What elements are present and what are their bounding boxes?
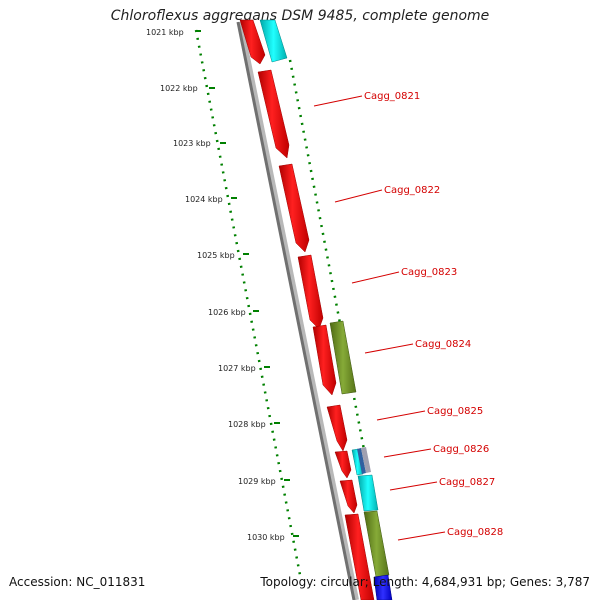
cds-cagg-0821[interactable]: [257, 69, 290, 159]
kbp-tick: [293, 535, 299, 537]
cds-cagg-0824-red[interactable]: [312, 324, 337, 396]
kbp-tick: [274, 422, 280, 424]
gene-labels: Cagg_0821 Cagg_0822 Cagg_0823 Cagg_0824 …: [313, 91, 503, 541]
kbp-label: 1022 kbp: [160, 84, 198, 93]
cds-cagg-0826-category-blue[interactable]: [357, 448, 366, 474]
cds-cagg-0826-category-grey[interactable]: [361, 447, 371, 473]
cds-cagg-0820-category[interactable]: [259, 19, 288, 63]
gene-label[interactable]: Cagg_0826: [433, 444, 489, 455]
gene-label-leader: [389, 481, 438, 491]
gene-label-leader: [376, 410, 426, 421]
cds-cagg-0827[interactable]: [339, 479, 358, 514]
scale-labels: 1021 kbp 1022 kbp 1023 kbp 1024 kbp 1025…: [146, 28, 299, 542]
kbp-tick: [243, 253, 249, 255]
accession-text: Accession: NC_011831: [9, 575, 146, 589]
kbp-label: 1030 kbp: [247, 533, 285, 542]
cds-cagg-0827-category[interactable]: [357, 474, 379, 512]
gene-label[interactable]: Cagg_0827: [439, 477, 495, 488]
kbp-label: 1028 kbp: [228, 420, 266, 429]
gene-label-leader: [383, 448, 432, 458]
kbp-label: 1026 kbp: [208, 308, 246, 317]
gene-label-leader: [397, 531, 446, 541]
cds-cagg-0828-category[interactable]: [363, 510, 390, 578]
map-title: Chloroflexus aggregans DSM 9485, complet…: [110, 8, 490, 24]
gene-label-leader: [334, 189, 383, 203]
kbp-tick: [220, 142, 226, 144]
kbp-label: 1025 kbp: [197, 251, 235, 260]
cds-cagg-0825[interactable]: [326, 404, 348, 452]
genome-summary-text: Topology: circular; Length: 4,684,931 bp…: [260, 575, 590, 589]
gene-label-leader: [313, 95, 363, 107]
kbp-label: 1029 kbp: [238, 477, 276, 486]
gene-label-leader: [351, 271, 400, 284]
kbp-tick: [264, 366, 270, 368]
backbone: [236, 21, 356, 600]
kbp-label: 1024 kbp: [185, 195, 223, 204]
cds-cagg-0820[interactable]: [239, 19, 266, 65]
kbp-tick: [209, 87, 215, 89]
kbp-tick: [284, 479, 290, 481]
kbp-tick: [253, 310, 259, 312]
kbp-tick: [196, 30, 201, 32]
kbp-tick: [231, 197, 237, 199]
scale-tick-track: [194, 29, 302, 576]
cds-features: [239, 19, 393, 600]
cds-cagg-0828[interactable]: [344, 513, 375, 600]
gene-label[interactable]: Cagg_0824: [415, 339, 471, 350]
gene-label-leader: [364, 343, 414, 354]
gene-label[interactable]: Cagg_0821: [364, 91, 420, 102]
cds-cagg-0823[interactable]: [297, 254, 324, 330]
cds-cagg-0824[interactable]: [329, 320, 357, 395]
backbone-shadow: [237, 21, 359, 600]
gene-label[interactable]: Cagg_0825: [427, 406, 483, 417]
kbp-label: 1023 kbp: [173, 139, 211, 148]
cds-cagg-0826-category[interactable]: [351, 448, 364, 476]
cds-cagg-0829-category[interactable]: [373, 574, 393, 600]
cds-cagg-0822[interactable]: [278, 163, 310, 253]
cds-cagg-0826[interactable]: [334, 450, 352, 479]
gene-label[interactable]: Cagg_0828: [447, 527, 503, 538]
gene-label[interactable]: Cagg_0823: [401, 267, 457, 278]
kbp-label: 1021 kbp: [146, 28, 184, 37]
gene-label[interactable]: Cagg_0822: [384, 185, 440, 196]
kbp-label: 1027 kbp: [218, 364, 256, 373]
